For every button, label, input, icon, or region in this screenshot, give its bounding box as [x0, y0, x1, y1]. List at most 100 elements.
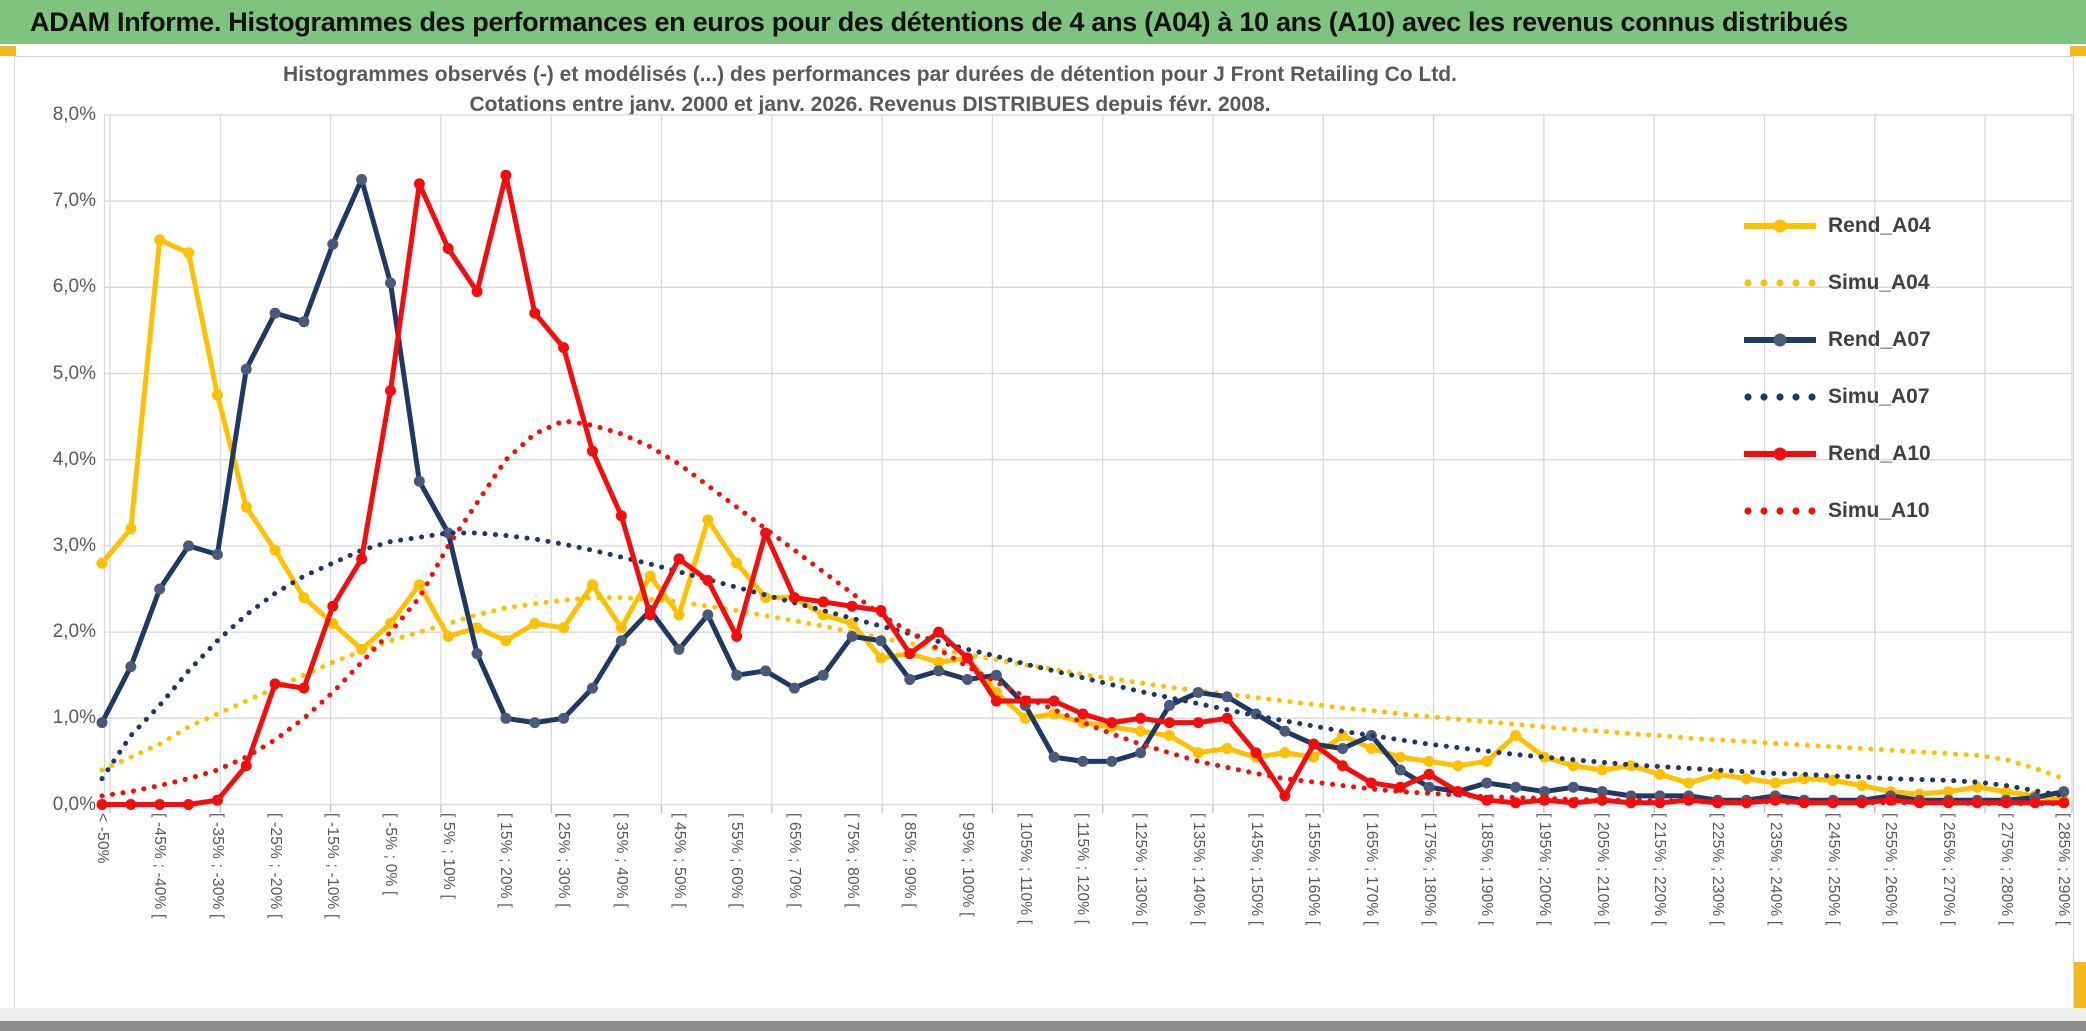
- x-axis-label: [ -25% ; -20% [: [266, 813, 284, 919]
- series-marker-Rend_A04: [413, 579, 425, 591]
- series-marker-Rend_A04: [471, 622, 483, 634]
- x-axis-label: [ 165% ; 170% [: [1362, 813, 1380, 926]
- series-marker-Rend_A04: [673, 609, 685, 621]
- series-marker-Rend_A04: [529, 617, 541, 629]
- legend-label: Rend_A10: [1828, 442, 1931, 465]
- series-marker-Rend_A04: [1971, 781, 1983, 793]
- series-marker-Rend_A07: [385, 277, 396, 289]
- series-marker-Rend_A04: [240, 501, 252, 513]
- series-marker-Rend_A04: [1625, 760, 1637, 772]
- series-marker-Rend_A10: [1048, 695, 1060, 707]
- series-marker-Rend_A04: [1481, 755, 1493, 767]
- series-marker-Rend_A10: [1250, 747, 1262, 759]
- series-marker-Rend_A07: [1337, 742, 1349, 754]
- series-marker-Rend_A10: [1510, 797, 1522, 809]
- x-axis-label: [ 175% ; 180% [: [1420, 813, 1438, 926]
- series-marker-Rend_A07: [1596, 786, 1608, 798]
- x-axis-label: [ 135% ; 140% [: [1189, 813, 1207, 926]
- legend-item-Rend_A07[interactable]: Rend_A07: [1742, 322, 1931, 358]
- legend-item-Simu_A04[interactable]: Simu_A04: [1742, 265, 1930, 301]
- series-marker-Rend_A10: [385, 385, 396, 397]
- series-marker-Rend_A07: [327, 238, 339, 250]
- series-marker-Rend_A07: [760, 665, 772, 677]
- chart-title: Histogrammes observés (-) et modélisés (…: [60, 60, 1680, 120]
- series-marker-Rend_A07: [673, 643, 685, 655]
- series-marker-Rend_A04: [1019, 712, 1031, 724]
- series-line-Simu_A07[interactable]: [99, 530, 2067, 799]
- series-marker-Rend_A04: [1163, 730, 1175, 742]
- x-axis-label: [ 235% ; 240% [: [1766, 813, 1784, 926]
- legend-item-Simu_A10[interactable]: Simu_A10: [1742, 493, 1930, 529]
- series-marker-Rend_A10: [154, 799, 166, 810]
- series-marker-Rend_A04: [1452, 760, 1464, 772]
- series-marker-Rend_A07: [154, 583, 166, 595]
- series-marker-Rend_A04: [1221, 742, 1233, 754]
- x-axis-label: [ -15% ; -10% [: [324, 813, 342, 919]
- legend-item-Rend_A04[interactable]: Rend_A04: [1742, 208, 1931, 244]
- series-marker-Rend_A07: [183, 540, 195, 552]
- series-marker-Rend_A07: [413, 475, 425, 487]
- series-marker-Rend_A04: [1510, 730, 1522, 742]
- series-marker-Rend_A07: [1423, 781, 1435, 793]
- x-axis-label: [ 45% ; 50% [: [670, 813, 688, 908]
- series-marker-Rend_A04: [269, 544, 281, 556]
- x-axis-label: < -50%: [93, 813, 111, 864]
- series-marker-Rend_A07: [817, 669, 829, 681]
- series-marker-Rend_A04: [1654, 768, 1666, 780]
- x-axis-label: [ 5% ; 10% [: [439, 813, 457, 899]
- series-marker-Rend_A04: [933, 656, 945, 668]
- legend-item-Rend_A10[interactable]: Rend_A10: [1742, 436, 1931, 472]
- series-marker-Rend_A10: [327, 600, 339, 612]
- series-marker-Rend_A10: [817, 596, 829, 608]
- legend-label: Simu_A10: [1828, 499, 1930, 522]
- legend-swatch-solid-icon: [1744, 447, 1816, 461]
- series-marker-Rend_A07: [1510, 781, 1522, 793]
- x-axis-label: [ 85% ; 90% [: [901, 813, 919, 908]
- series-marker-Rend_A10: [1337, 760, 1349, 772]
- y-axis-label: 0,0%: [52, 793, 96, 815]
- series-marker-Rend_A04: [500, 635, 512, 647]
- series-marker-Rend_A07: [702, 609, 714, 621]
- series-marker-Rend_A07: [1279, 725, 1291, 737]
- y-axis-label: 5,0%: [52, 362, 96, 384]
- y-axis-label: 8,0%: [52, 103, 96, 125]
- series-marker-Rend_A07: [875, 635, 887, 647]
- series-marker-Rend_A04: [1135, 725, 1147, 737]
- series-marker-Rend_A07: [298, 316, 310, 328]
- x-axis-label: [ 95% ; 100% [: [959, 813, 976, 917]
- series-marker-Rend_A10: [442, 243, 454, 255]
- accent-top-left: [0, 46, 16, 56]
- legend-item-Simu_A07[interactable]: Simu_A07: [1742, 379, 1930, 415]
- series-marker-Rend_A07: [96, 717, 108, 729]
- series-marker-Rend_A07: [731, 669, 743, 681]
- x-axis-label: [ 35% ; 40% [: [612, 813, 630, 908]
- series-marker-Rend_A04: [1365, 742, 1377, 754]
- series-marker-Rend_A04: [183, 247, 195, 259]
- series-marker-Rend_A04: [1394, 751, 1406, 763]
- series-marker-Rend_A10: [183, 799, 195, 810]
- series-marker-Rend_A10: [529, 307, 541, 319]
- y-axis-label: 4,0%: [52, 448, 96, 470]
- series-marker-Rend_A07: [1567, 781, 1579, 793]
- y-axis-label: 6,0%: [52, 276, 96, 298]
- series-marker-Rend_A10: [586, 445, 598, 457]
- legend-label: Simu_A07: [1828, 385, 1930, 408]
- x-axis-label: [ 265% ; 270% [: [1939, 813, 1957, 926]
- x-axis-label: [ 225% ; 230% [: [1709, 813, 1727, 926]
- window-title-bar: ADAM Informe. Histogrammes des performan…: [0, 0, 2086, 44]
- series-marker-Rend_A04: [875, 652, 887, 664]
- series-marker-Rend_A04: [1596, 764, 1608, 776]
- legend-label: Rend_A07: [1828, 328, 1931, 351]
- series-marker-Rend_A07: [1192, 686, 1204, 698]
- series-marker-Rend_A10: [1279, 790, 1291, 802]
- series-marker-Rend_A04: [298, 592, 310, 604]
- series-marker-Rend_A10: [904, 648, 916, 660]
- x-axis-label: [ 115% ; 120% [: [1074, 813, 1092, 925]
- series-marker-Rend_A10: [1769, 794, 1781, 806]
- series-marker-Rend_A10: [1827, 797, 1839, 809]
- series-marker-Rend_A07: [471, 648, 483, 660]
- series-marker-Rend_A07: [558, 712, 570, 724]
- series-line-Simu_A10[interactable]: [99, 418, 2067, 807]
- series-marker-Rend_A07: [1539, 786, 1550, 798]
